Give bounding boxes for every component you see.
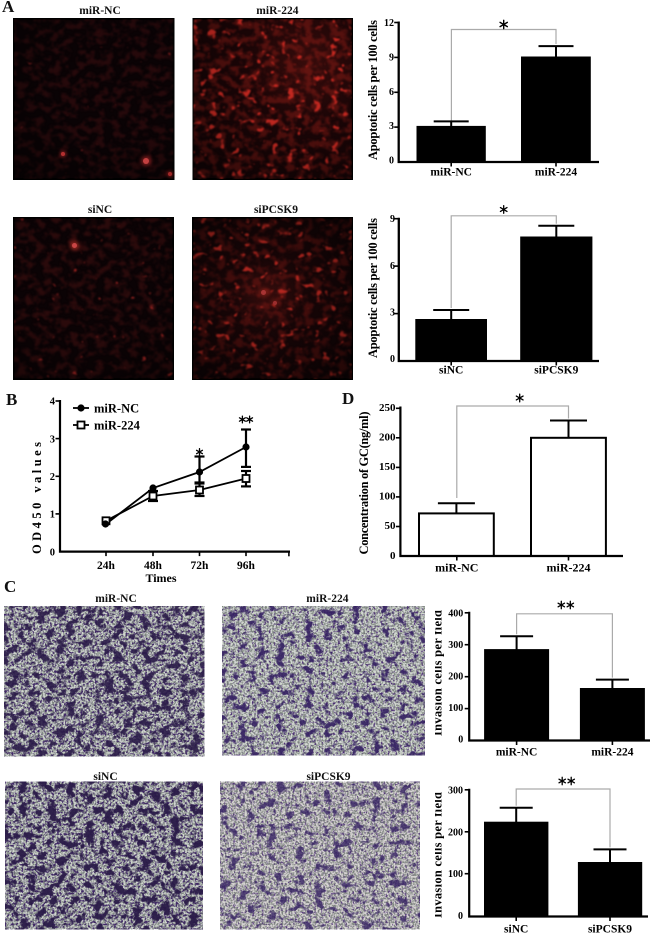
svg-text:300: 300 <box>448 640 463 651</box>
svg-text:miR-224: miR-224 <box>591 747 633 759</box>
svg-text:150: 150 <box>379 461 396 473</box>
svg-text:siNC: siNC <box>439 365 463 377</box>
svg-text:0: 0 <box>458 911 463 922</box>
svg-text:6: 6 <box>389 87 394 98</box>
svg-text:100: 100 <box>379 491 396 503</box>
svg-text:3: 3 <box>389 121 394 132</box>
svg-text:siNC: siNC <box>504 924 528 936</box>
svg-text:miR-224: miR-224 <box>547 561 591 575</box>
svg-text:200: 200 <box>448 672 463 683</box>
svg-text:OD450 values: OD450 values <box>30 442 44 554</box>
svg-text:4: 4 <box>50 397 56 408</box>
svg-text:miR-224: miR-224 <box>94 419 141 433</box>
svg-text:200: 200 <box>448 827 463 838</box>
svg-text:300: 300 <box>448 785 463 796</box>
svg-text:3: 3 <box>50 434 55 445</box>
svg-text:0: 0 <box>389 156 394 167</box>
svg-text:100: 100 <box>448 869 463 880</box>
svg-text:Concentration of GC(ng/ml): Concentration of GC(ng/ml) <box>357 412 371 555</box>
svg-text:0: 0 <box>458 735 463 746</box>
svg-text:miR-NC: miR-NC <box>435 561 478 575</box>
svg-text:Apoptotic cells per 100 cells: Apoptotic cells per 100 cells <box>366 218 380 358</box>
svg-text:250: 250 <box>379 402 396 414</box>
svg-text:Invasion cells per field: Invasion cells per field <box>435 792 445 918</box>
svg-text:200: 200 <box>379 431 396 443</box>
svg-text:siPCSK9: siPCSK9 <box>534 365 578 377</box>
svg-text:72h: 72h <box>191 560 210 572</box>
svg-text:50: 50 <box>385 520 397 532</box>
svg-text:1: 1 <box>50 510 55 521</box>
svg-text:miR-NC: miR-NC <box>94 402 139 416</box>
svg-text:6: 6 <box>390 261 395 272</box>
svg-text:100: 100 <box>448 703 463 714</box>
svg-text:0: 0 <box>390 354 395 365</box>
svg-text:3: 3 <box>390 307 395 318</box>
svg-text:Apoptotic cells per 100 cells: Apoptotic cells per 100 cells <box>366 20 380 160</box>
svg-text:Invasion cells per field: Invasion cells per field <box>435 610 445 736</box>
svg-text:9: 9 <box>389 52 394 63</box>
svg-text:24h: 24h <box>97 560 116 572</box>
svg-text:0: 0 <box>390 550 396 562</box>
svg-text:siPCSK9: siPCSK9 <box>588 924 632 936</box>
svg-text:2: 2 <box>50 472 55 483</box>
svg-text:12: 12 <box>384 18 394 29</box>
svg-text:miR-224: miR-224 <box>535 167 577 179</box>
svg-text:48h: 48h <box>144 560 163 572</box>
svg-text:400: 400 <box>448 608 463 619</box>
svg-text:miR-NC: miR-NC <box>430 167 472 179</box>
svg-text:96h: 96h <box>237 560 256 572</box>
svg-text:Times: Times <box>145 571 176 585</box>
svg-text:9: 9 <box>390 214 395 225</box>
svg-text:0: 0 <box>50 547 55 558</box>
svg-text:miR-NC: miR-NC <box>496 747 538 759</box>
